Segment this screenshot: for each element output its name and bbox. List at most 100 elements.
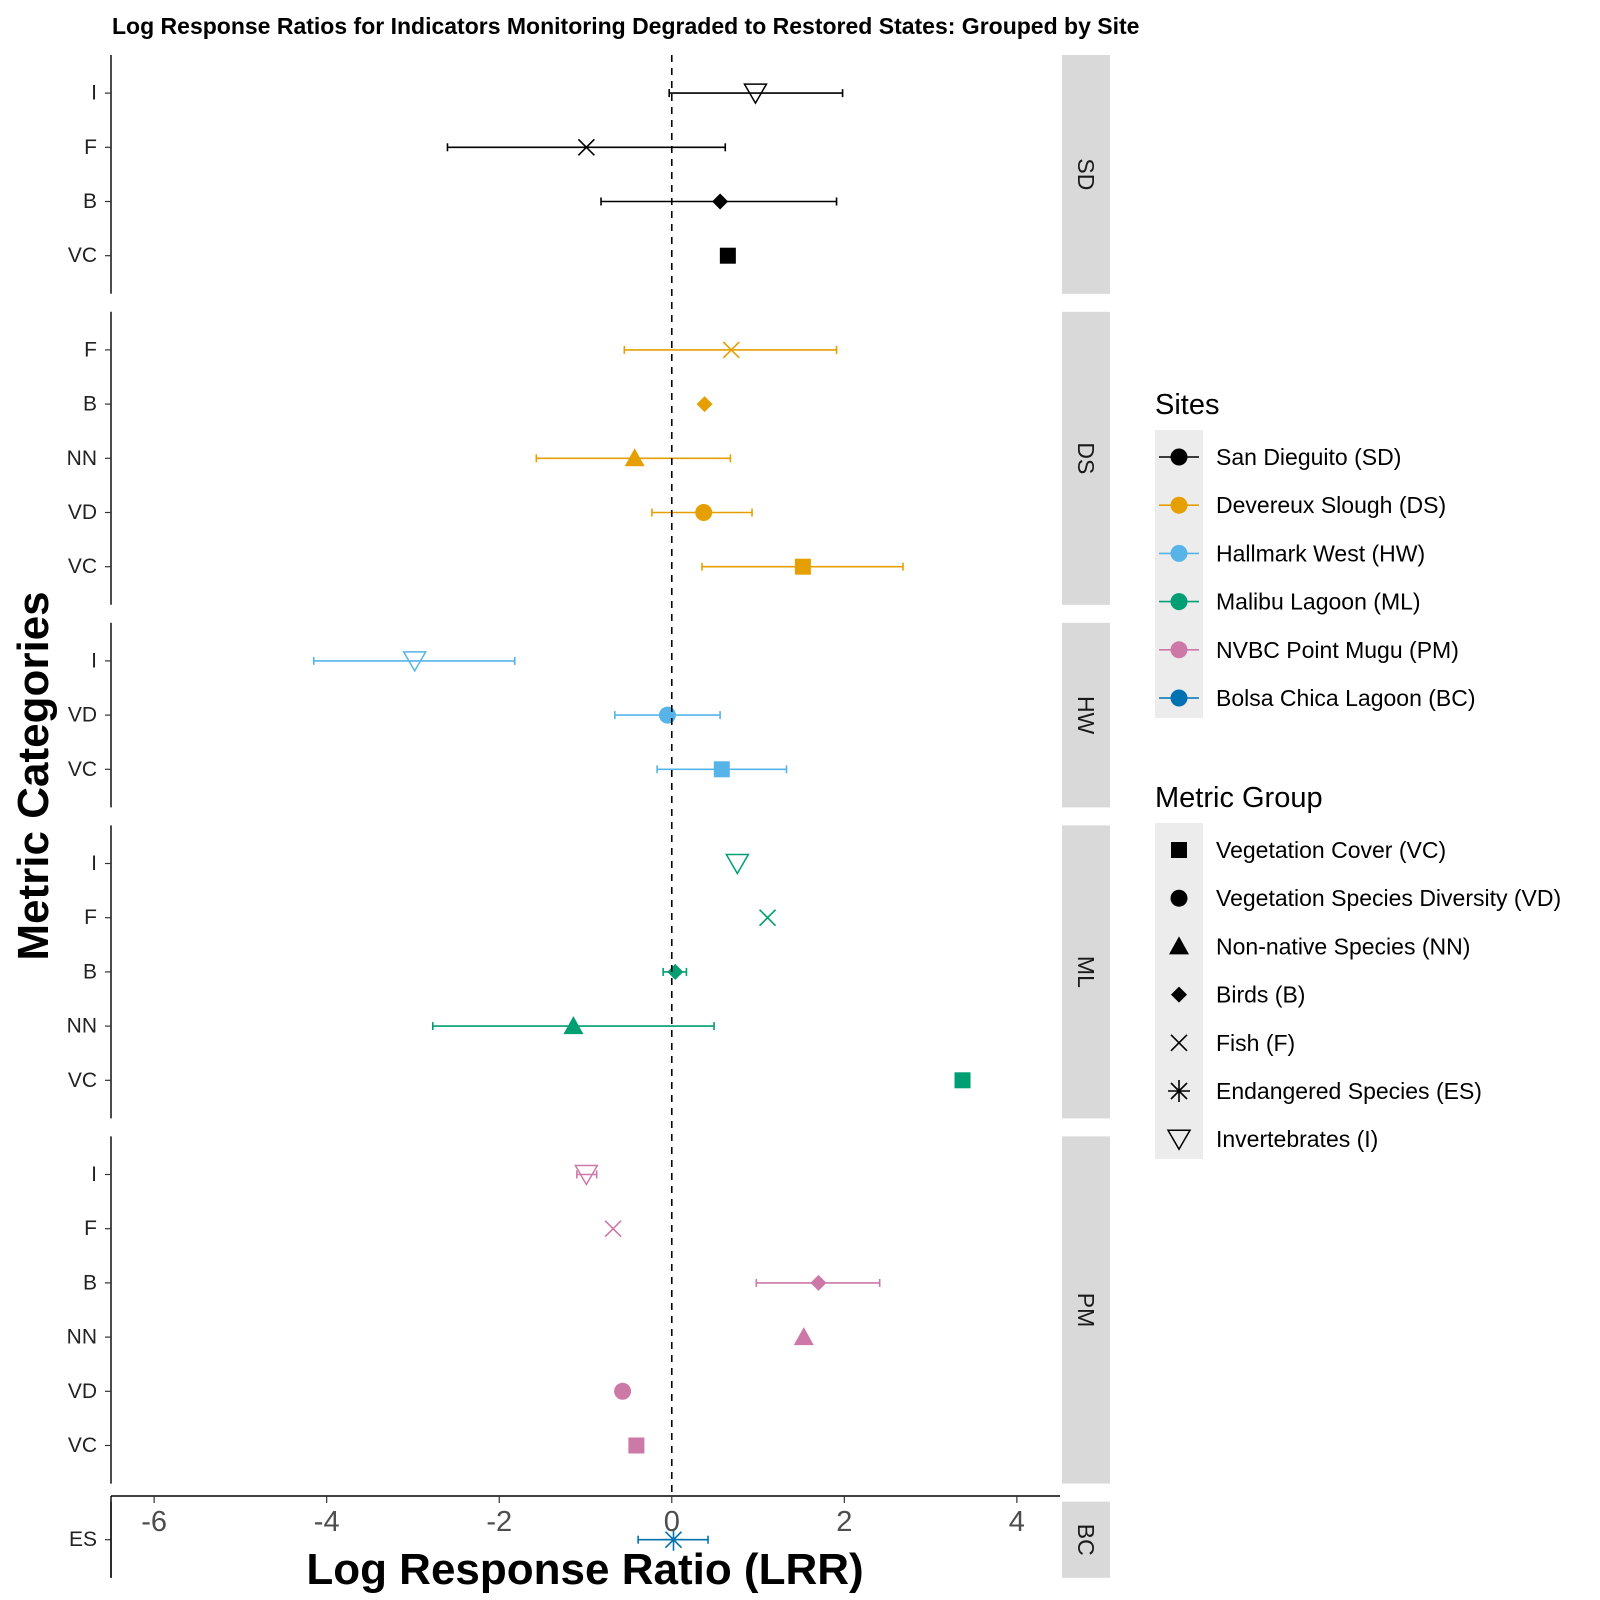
legend-metric-marker: [1168, 1080, 1190, 1102]
panel-ds: DS F B NN VD VC: [67, 311, 1110, 605]
legend-site-item: NVBC Point Mugu (PM): [1159, 637, 1459, 663]
legend-metric-item: Fish (F): [1170, 1030, 1295, 1056]
x-tick-label: -2: [486, 1506, 512, 1538]
y-tick-label: NN: [67, 447, 97, 470]
legend-site-label: San Dieguito (SD): [1216, 444, 1401, 470]
facet-strip: [1062, 825, 1110, 1119]
legend-metric-marker: [1166, 1129, 1192, 1151]
data-point: [402, 651, 427, 673]
legend-metric-title: Metric Group: [1155, 782, 1323, 814]
legend-metric-item: Non-native Species (NN): [1169, 933, 1470, 959]
y-tick-label: B: [83, 1271, 97, 1294]
legend-metric-label: Vegetation Species Diversity (VD): [1216, 885, 1561, 911]
legend-site-label: Devereux Slough (DS): [1216, 492, 1446, 518]
data-point: [794, 558, 811, 575]
data-point: [713, 761, 730, 778]
y-tick-label: VC: [68, 758, 97, 781]
data-point: [574, 1164, 599, 1186]
data-point: [624, 448, 645, 467]
data-point: [696, 396, 713, 413]
legend-site-label: Hallmark West (HW): [1216, 540, 1425, 566]
legend-site-label: Malibu Lagoon (ML): [1216, 589, 1421, 615]
data-point: [628, 1437, 645, 1454]
x-axis: -6 -4 -2 0 2 4: [110, 1495, 1060, 1578]
y-tick-label: F: [84, 1217, 97, 1240]
data-point: [695, 504, 713, 521]
data-point: [810, 1274, 827, 1291]
y-tick-label: B: [83, 960, 97, 983]
facet-strip-label: BC: [1073, 1524, 1099, 1556]
facet-strip-label: DS: [1073, 442, 1099, 474]
panels: SD I F B VC DS F B NN VD VC HW I VD VC ML I F B NN VC PM I F B NN…: [67, 55, 1110, 1578]
panel-hw: HW I VD VC: [68, 622, 1110, 808]
legend-sites-title: Sites: [1155, 389, 1219, 421]
legend-metric-label: Non-native Species (NN): [1216, 933, 1470, 959]
legend-metric-marker: [1170, 889, 1188, 907]
legend-metric-marker: [1170, 1034, 1188, 1052]
legend-metric-marker: [1171, 842, 1187, 858]
legend-metric-item: Birds (B): [1171, 982, 1305, 1008]
data-point: [712, 193, 729, 210]
facet-strip-label: PM: [1073, 1293, 1099, 1328]
data-point: [667, 963, 684, 980]
y-tick-label: ES: [69, 1528, 97, 1551]
legend-site-marker: [1170, 641, 1188, 659]
y-tick-label: VC: [68, 1069, 97, 1092]
legend-metric-label: Endangered Species (ES): [1216, 1078, 1482, 1104]
data-point: [722, 341, 740, 359]
y-tick-label: VC: [68, 244, 97, 267]
legend-site-item: Malibu Lagoon (ML): [1159, 589, 1421, 615]
x-tick-label: 0: [664, 1506, 680, 1538]
legend-metric-label: Invertebrates (I): [1216, 1126, 1378, 1152]
legend-sites: San Dieguito (SD) Devereux Slough (DS) Hal…: [1155, 430, 1476, 718]
legend-site-marker: [1170, 496, 1188, 514]
legend-metric-marker: [1169, 936, 1189, 955]
legend-metric-item: Invertebrates (I): [1166, 1126, 1378, 1152]
facet-strip: [1062, 311, 1110, 605]
legend-site-item: San Dieguito (SD): [1159, 444, 1401, 470]
legend-metric-marker: [1171, 986, 1187, 1003]
x-tick-label: 4: [1009, 1506, 1025, 1538]
legend-site-item: Bolsa Chica Lagoon (BC): [1159, 685, 1476, 711]
facet-strip-label: ML: [1073, 956, 1099, 988]
legend-metric-item: Vegetation Species Diversity (VD): [1170, 885, 1561, 911]
legend-metric-label: Birds (B): [1216, 982, 1305, 1008]
panel-sd: SD I F B VC: [68, 55, 1110, 294]
data-point: [577, 138, 595, 156]
legend-site-marker: [1170, 448, 1188, 466]
data-point: [719, 247, 736, 264]
data-point: [743, 83, 768, 105]
legend-metric-label: Fish (F): [1216, 1030, 1295, 1056]
legend-metric-label: Vegetation Cover (VC): [1216, 837, 1446, 863]
y-tick-label: F: [84, 338, 97, 361]
panel-ml: ML I F B NN VC: [67, 825, 1110, 1119]
legend-site-marker: [1170, 593, 1188, 611]
y-axis-title: Metric Categories: [9, 591, 58, 960]
facet-strip: [1062, 622, 1110, 808]
x-tick-label: -6: [141, 1506, 167, 1538]
y-tick-label: VC: [68, 1434, 97, 1457]
y-tick-label: B: [83, 393, 97, 416]
legend-site-item: Hallmark West (HW): [1159, 540, 1425, 566]
facet-strip: [1062, 1501, 1110, 1578]
legend-site-marker: [1170, 689, 1188, 707]
x-tick-label: -4: [314, 1506, 340, 1538]
data-point: [793, 1327, 814, 1346]
legend-site-item: Devereux Slough (DS): [1159, 492, 1446, 518]
x-axis-title: Log Response Ratio (LRR): [306, 1545, 863, 1594]
facet-strip-label: HW: [1073, 696, 1099, 735]
y-tick-label: VD: [68, 1380, 97, 1403]
error-bar: [668, 89, 844, 98]
y-tick-label: I: [91, 82, 97, 105]
facet-strip: [1062, 1136, 1110, 1484]
error-bar: [312, 656, 516, 665]
chart-title: Log Response Ratios for Indicators Monit…: [112, 13, 1139, 39]
y-tick-label: B: [83, 190, 97, 213]
data-point: [758, 909, 777, 927]
panel-pm: PM I F B NN VD VC: [67, 1136, 1110, 1484]
y-tick-label: I: [91, 1163, 97, 1186]
facet-strip: [1062, 55, 1110, 294]
y-tick-label: F: [84, 906, 97, 929]
y-tick-label: VD: [68, 501, 97, 524]
